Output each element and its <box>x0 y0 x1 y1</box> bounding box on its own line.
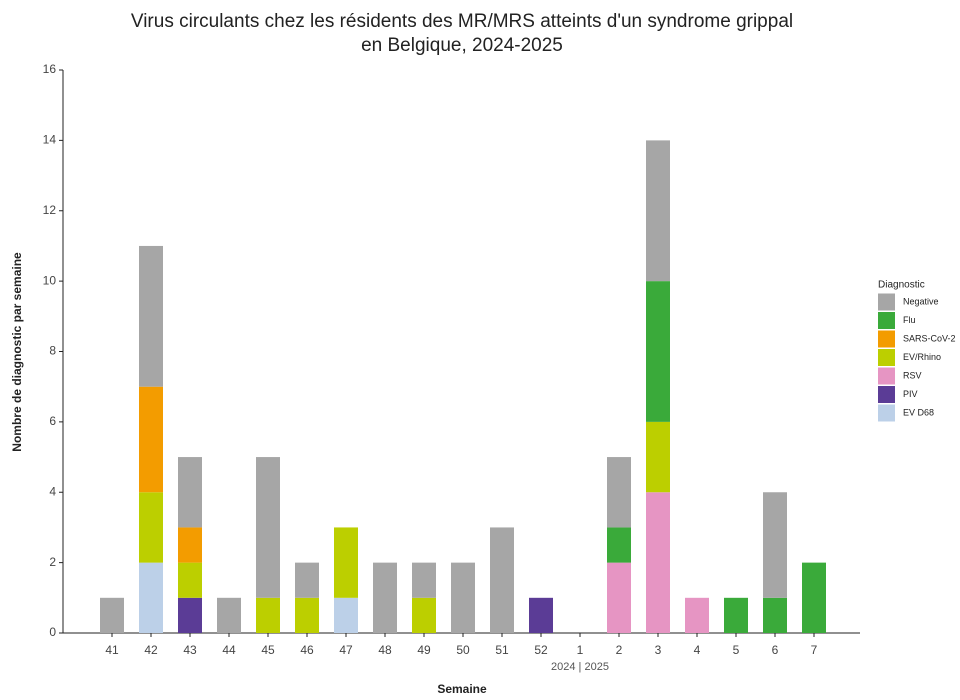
x-tick-label: 52 <box>534 643 548 657</box>
y-tick-label: 8 <box>49 344 56 358</box>
legend-swatch <box>878 386 895 403</box>
y-tick-label: 0 <box>49 625 56 639</box>
x-tick-label: 1 <box>577 643 584 657</box>
legend-swatch <box>878 367 895 385</box>
bar-segment <box>139 386 163 493</box>
y-tick-label: 6 <box>49 414 56 428</box>
bar-segment <box>763 492 787 598</box>
bar-segment <box>139 492 163 563</box>
bar-segment <box>178 457 202 528</box>
bar-segment <box>100 597 124 633</box>
y-tick-label: 14 <box>43 133 57 147</box>
bar-segment <box>607 562 631 633</box>
bar-segment <box>256 457 280 598</box>
x-tick-label: 7 <box>811 643 818 657</box>
annotation: 2024 | 2025 <box>551 661 609 673</box>
bar-segment <box>646 492 670 633</box>
legend-label: PIV <box>903 389 918 399</box>
bar-segment <box>334 527 358 598</box>
legend-label: SARS-CoV-2 <box>903 333 956 343</box>
x-tick-label: 48 <box>378 643 392 657</box>
x-tick-label: 51 <box>495 643 509 657</box>
legend-swatch <box>878 349 895 366</box>
bar-segment <box>607 527 631 563</box>
bar-segment <box>451 562 475 633</box>
x-tick-label: 2 <box>616 643 623 657</box>
x-tick-label: 43 <box>183 643 197 657</box>
y-tick-label: 2 <box>49 555 56 569</box>
x-tick-label: 46 <box>300 643 314 657</box>
x-tick-label: 47 <box>339 643 353 657</box>
y-axis-label: Nombre de diagnostic par semaine <box>10 252 24 452</box>
x-tick-label: 45 <box>261 643 275 657</box>
legend-label: EV/Rhino <box>903 352 941 362</box>
chart-title: Virus circulants chez les résidents des … <box>131 11 793 32</box>
x-tick-label: 41 <box>105 643 119 657</box>
bar-segment <box>490 527 514 633</box>
x-axis-label: Semaine <box>437 682 487 696</box>
bar-segment <box>724 597 748 633</box>
x-tick-label: 50 <box>456 643 470 657</box>
bar-segment <box>178 597 202 633</box>
bar-segment <box>178 562 202 598</box>
chart-title: en Belgique, 2024-2025 <box>361 35 563 56</box>
bar-segment <box>529 597 553 633</box>
x-tick-label: 3 <box>655 643 662 657</box>
legend-title: Diagnostic <box>878 280 925 291</box>
legend-swatch <box>878 293 895 311</box>
legend-label: EV D68 <box>903 407 934 417</box>
bar-segment <box>178 527 202 563</box>
legend-label: RSV <box>903 370 922 380</box>
x-tick-label: 49 <box>417 643 431 657</box>
bar-segment <box>763 597 787 633</box>
y-tick-label: 10 <box>43 273 57 287</box>
legend-label: Flu <box>903 315 916 325</box>
bar-segment <box>217 597 241 633</box>
bar-segment <box>139 245 163 387</box>
bar-segment <box>373 562 397 633</box>
bar-segment <box>412 597 436 633</box>
y-tick-label: 4 <box>49 484 56 498</box>
legend-swatch <box>878 312 895 329</box>
bar-segment <box>685 597 709 633</box>
legend-label: Negative <box>903 296 939 306</box>
bar-segment <box>412 562 436 598</box>
bar-segment <box>295 562 319 598</box>
x-tick-label: 44 <box>222 643 236 657</box>
x-tick-label: 6 <box>772 643 779 657</box>
bar-segment <box>139 562 163 633</box>
legend-swatch <box>878 404 895 422</box>
bar-segment <box>256 597 280 633</box>
bar-segment <box>295 597 319 633</box>
x-tick-label: 42 <box>144 643 158 657</box>
x-tick-label: 5 <box>733 643 740 657</box>
bar-segment <box>607 457 631 528</box>
y-tick-label: 16 <box>43 62 57 76</box>
legend-swatch <box>878 330 895 348</box>
y-tick-label: 12 <box>43 203 57 217</box>
bar-segment <box>646 140 670 282</box>
bar-segment <box>646 281 670 422</box>
bar-segment <box>802 562 826 633</box>
bar-segment <box>334 597 358 633</box>
x-tick-label: 4 <box>694 643 701 657</box>
bar-segment <box>646 421 670 493</box>
